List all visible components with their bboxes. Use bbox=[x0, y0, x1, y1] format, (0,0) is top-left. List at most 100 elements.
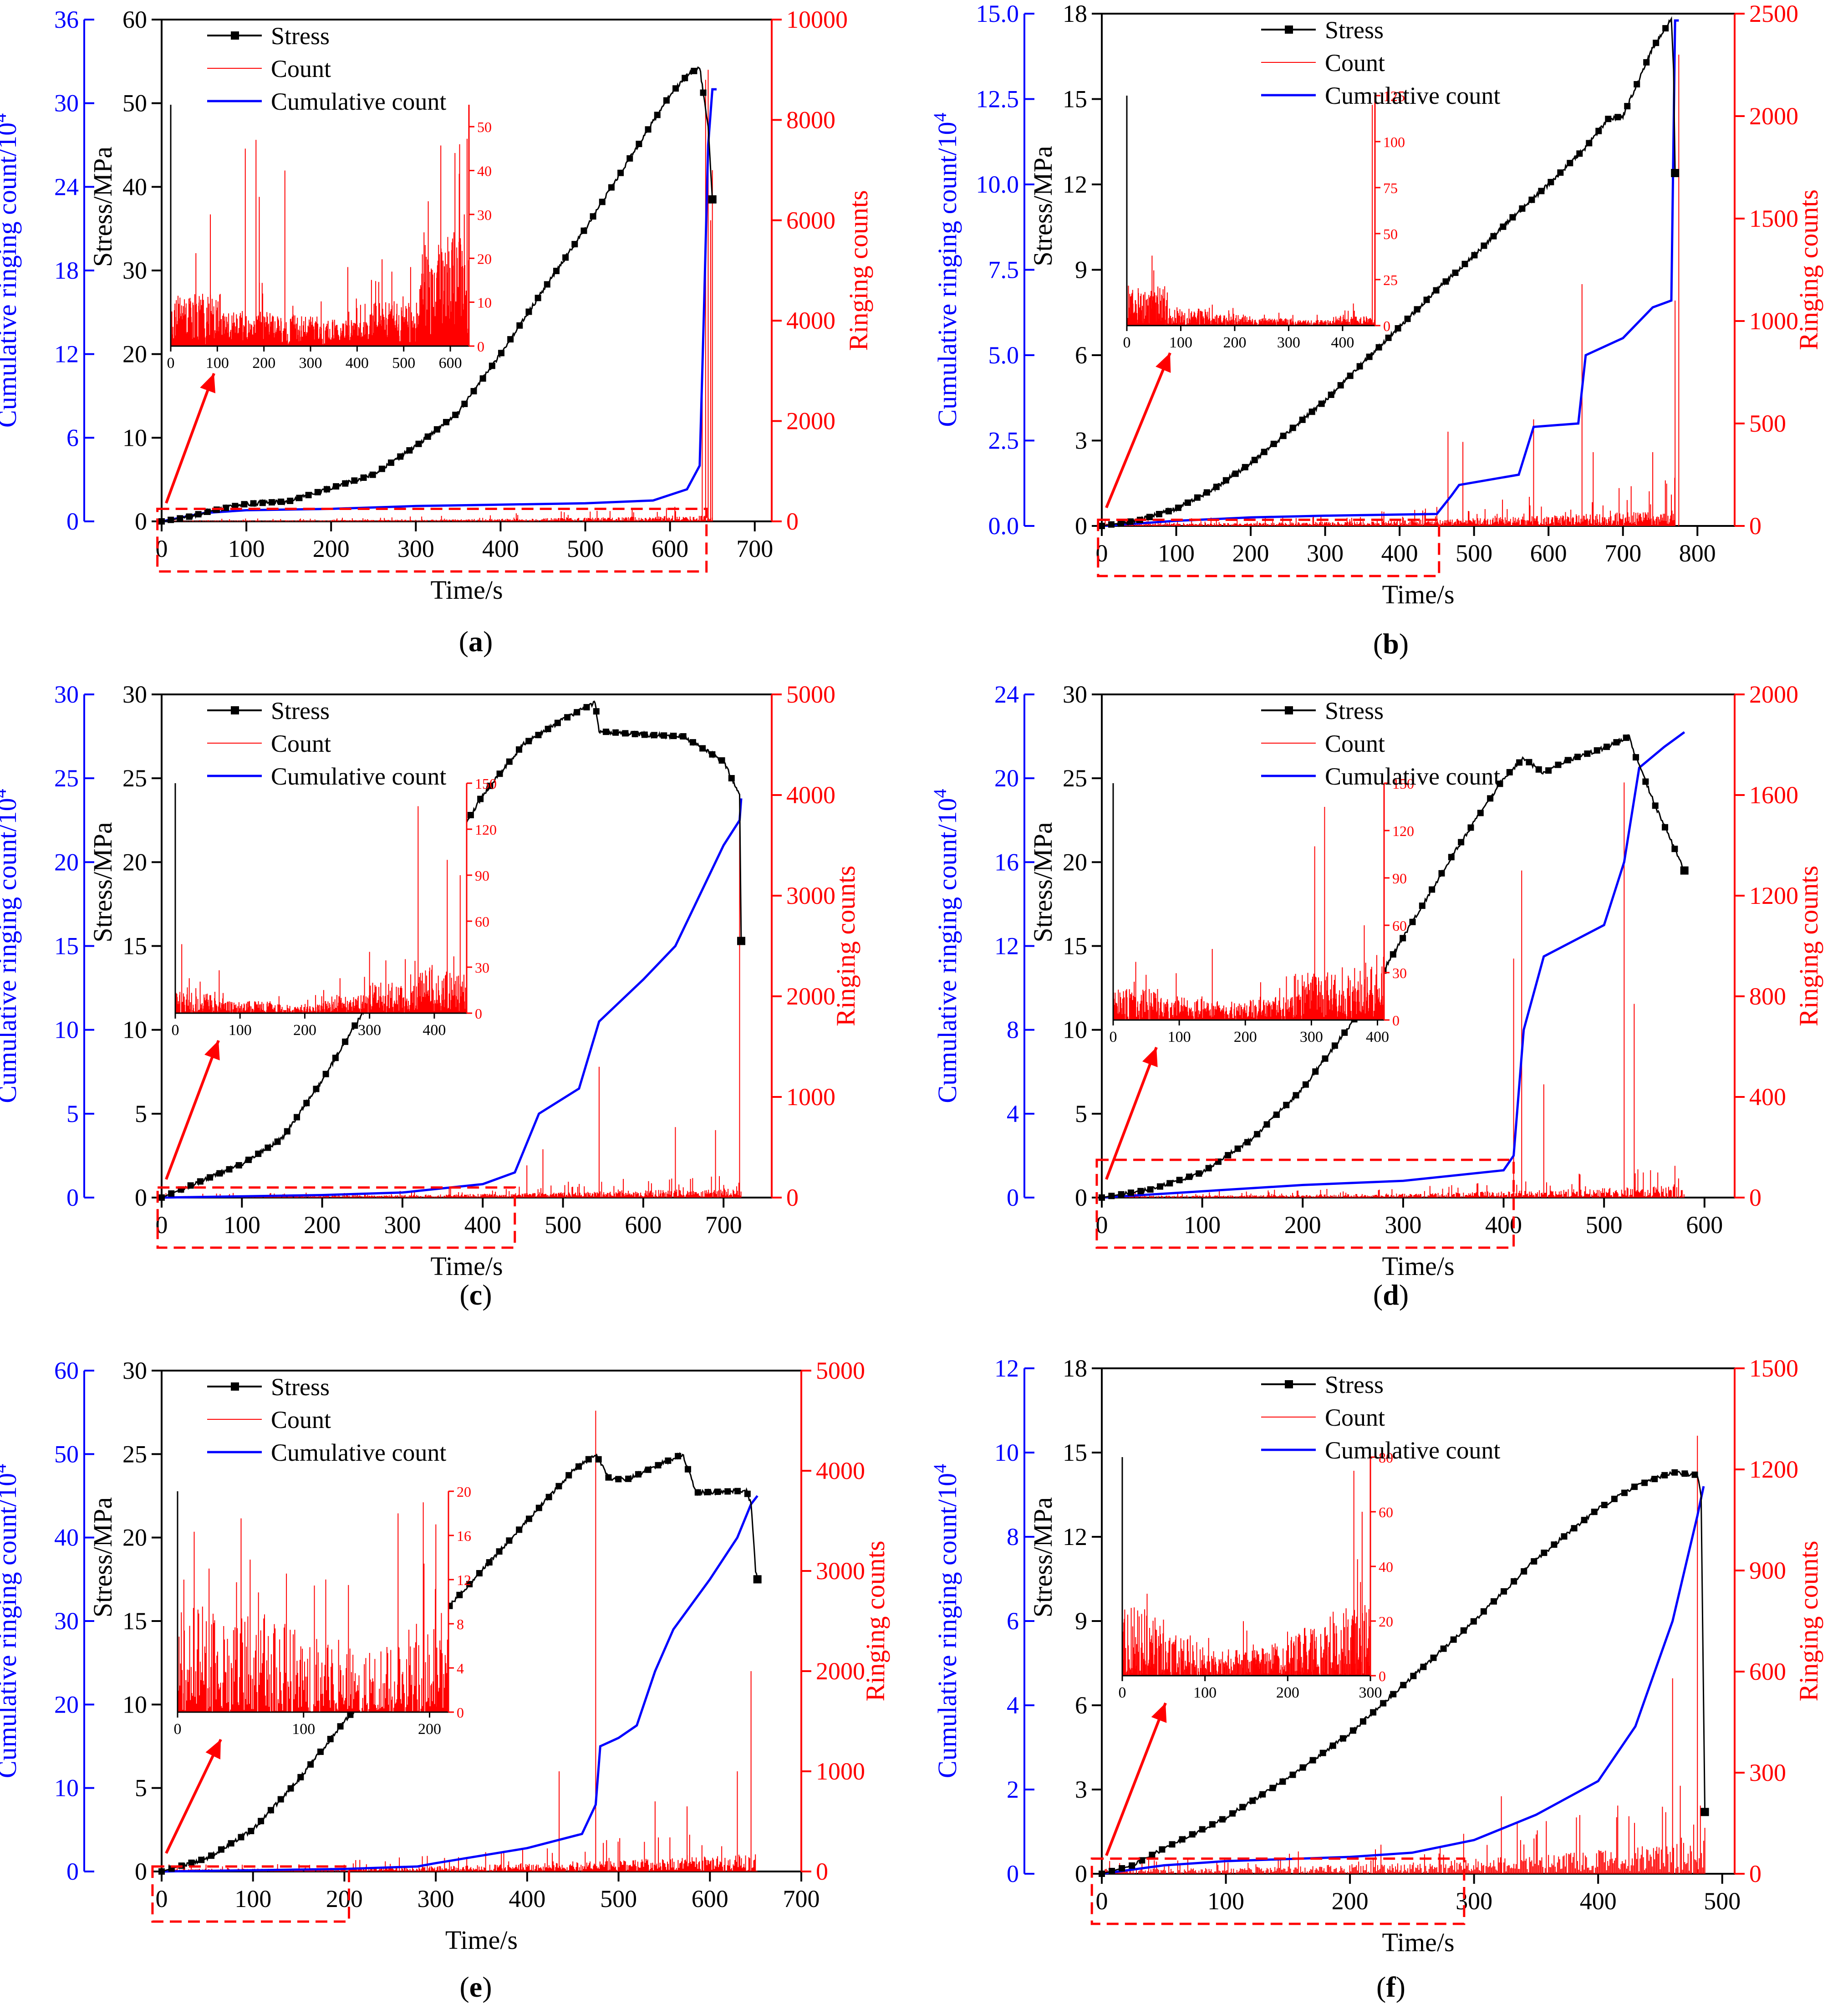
count-tick-label: 300 bbox=[1749, 1759, 1786, 1786]
stress-marker bbox=[636, 141, 642, 148]
inset-y-tick-label: 0 bbox=[457, 1704, 464, 1721]
stress-marker bbox=[1574, 754, 1581, 760]
stress-marker bbox=[1555, 761, 1562, 768]
stress-tick-label: 25 bbox=[1063, 765, 1087, 792]
stress-marker bbox=[1448, 854, 1455, 861]
stress-tick-label: 5 bbox=[135, 1100, 147, 1127]
stress-marker bbox=[672, 85, 679, 92]
legend-swatch-marker bbox=[231, 706, 239, 714]
inset-x-tick-label: 200 bbox=[1234, 1029, 1257, 1045]
stress-marker bbox=[1159, 1846, 1166, 1853]
stress-marker bbox=[1249, 1797, 1256, 1804]
inset-y-tick-label: 0 bbox=[477, 338, 484, 355]
cumulative-axis-title-sup: 4 bbox=[0, 113, 10, 122]
count-tick-label: 1500 bbox=[1749, 205, 1798, 232]
stress-marker bbox=[1118, 1191, 1125, 1198]
cumulative-axis-title: Cumulative ringing count/104 bbox=[0, 113, 22, 428]
stress-marker bbox=[1329, 1742, 1336, 1749]
legend-label: Cumulative count bbox=[1325, 763, 1500, 790]
count-tick-label: 0 bbox=[786, 1184, 799, 1211]
x-tick-label: 600 bbox=[1530, 540, 1567, 567]
stress-marker bbox=[1390, 951, 1396, 958]
panel-label: (c) bbox=[459, 1279, 492, 1311]
stress-marker bbox=[1309, 1757, 1316, 1764]
stress-marker bbox=[443, 419, 450, 426]
stress-marker bbox=[1108, 1193, 1115, 1199]
stress-marker bbox=[1194, 494, 1201, 501]
stress-marker bbox=[535, 732, 542, 739]
stress-tick-label: 60 bbox=[122, 6, 147, 33]
count-tick-label: 4000 bbox=[786, 781, 835, 809]
stress-marker bbox=[1535, 766, 1542, 773]
stress-marker bbox=[327, 1736, 334, 1743]
stress-tick-label: 15 bbox=[1063, 1439, 1087, 1466]
stress-marker bbox=[351, 477, 358, 484]
legend-label: Stress bbox=[271, 22, 330, 50]
legend-label: Count bbox=[1325, 730, 1385, 757]
x-tick-label: 500 bbox=[1456, 540, 1492, 567]
cumulative-axis-title-text: Cumulative ringing count/10 bbox=[0, 122, 22, 428]
stress-marker bbox=[313, 1086, 320, 1092]
inset-background bbox=[178, 1491, 448, 1712]
stress-marker bbox=[198, 1856, 205, 1863]
stress-marker bbox=[516, 746, 523, 753]
legend-label: Stress bbox=[271, 1373, 330, 1401]
stress-marker bbox=[565, 1472, 572, 1479]
stress-marker bbox=[1109, 1868, 1115, 1875]
stress-marker bbox=[333, 483, 340, 490]
stress-marker bbox=[544, 281, 550, 288]
stress-marker bbox=[158, 518, 165, 525]
stress-tick-label: 5 bbox=[1075, 1100, 1087, 1127]
panel-label-part: ( bbox=[459, 1279, 469, 1311]
stress-marker bbox=[486, 1559, 493, 1566]
stress-marker bbox=[641, 731, 648, 738]
stress-marker bbox=[487, 782, 494, 789]
cumulative-tick-label: 5.0 bbox=[988, 342, 1019, 369]
stress-marker bbox=[347, 1711, 354, 1718]
count-tick-label: 0 bbox=[816, 1858, 828, 1885]
stress-marker bbox=[1467, 824, 1474, 831]
count-axis-title: Ringing counts bbox=[860, 1541, 890, 1702]
stress-marker bbox=[1519, 205, 1526, 212]
panel-c: 0 100 200 300 400 500 600 700Time/s051015202530… bbox=[0, 681, 860, 1311]
x-tick-label: 300 bbox=[1456, 1887, 1492, 1915]
x-tick-label: 400 bbox=[1485, 1211, 1522, 1239]
cumulative-tick-label: 0 bbox=[1007, 1860, 1019, 1887]
stress-marker bbox=[1302, 1081, 1309, 1088]
stress-axis-title: Stress/MPa bbox=[1028, 822, 1058, 942]
count-tick-label: 900 bbox=[1749, 1557, 1786, 1584]
stress-marker bbox=[1189, 1831, 1196, 1838]
x-tick-label: 300 bbox=[384, 1211, 421, 1239]
stress-marker bbox=[433, 426, 440, 433]
stress-marker bbox=[1509, 214, 1516, 221]
stress-tick-label: 30 bbox=[122, 1357, 147, 1384]
stress-marker bbox=[238, 1834, 244, 1841]
cumulative-tick-label: 15.0 bbox=[976, 0, 1019, 27]
stress-tick-label: 9 bbox=[1075, 1607, 1087, 1635]
inset-y-tick-label: 60 bbox=[1392, 918, 1407, 934]
stress-tick-label: 0 bbox=[135, 1184, 147, 1211]
stress-marker bbox=[1458, 839, 1465, 846]
stress-marker bbox=[1259, 1791, 1266, 1798]
stress-marker bbox=[617, 169, 624, 176]
stress-marker bbox=[1643, 59, 1650, 66]
x-tick-label: 700 bbox=[736, 535, 773, 562]
stress-marker bbox=[535, 295, 541, 301]
x-tick-label: 400 bbox=[464, 1211, 501, 1239]
stress-marker bbox=[1481, 242, 1487, 249]
zoom-arrow-head bbox=[1151, 1703, 1167, 1723]
stress-marker bbox=[226, 1166, 233, 1173]
stress-marker bbox=[635, 1471, 641, 1478]
stress-marker bbox=[287, 1785, 294, 1792]
inset-x-tick-label: 0 bbox=[1123, 334, 1131, 351]
x-tick-label: 100 bbox=[1207, 1887, 1244, 1915]
stress-marker bbox=[248, 1828, 255, 1835]
cumulative-axis-title-text: Cumulative ringing count/10 bbox=[0, 1473, 22, 1778]
cumulative-tick-label: 10 bbox=[994, 1439, 1019, 1466]
stress-marker bbox=[525, 738, 532, 744]
count-tick-label: 2000 bbox=[1749, 681, 1798, 708]
cumulative-tick-label: 20 bbox=[54, 1691, 79, 1718]
cumulative-tick-label: 6 bbox=[1007, 1607, 1019, 1635]
cumulative-tick-label: 4 bbox=[1007, 1100, 1019, 1127]
cumulative-tick-label: 30 bbox=[54, 1607, 79, 1635]
